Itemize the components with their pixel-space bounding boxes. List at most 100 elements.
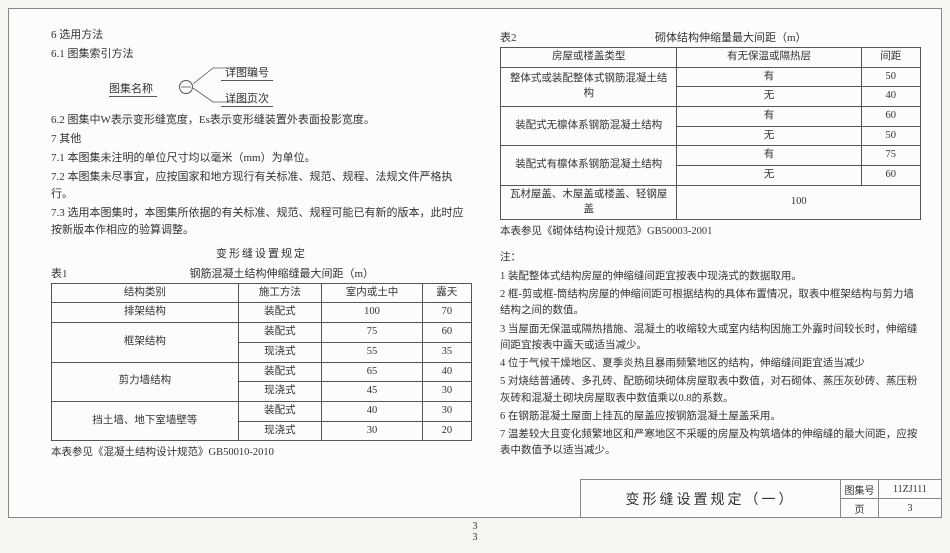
paragraph-7-3: 7.3 选用本图集时，本图集所依据的有关标准、规范、规程可能已有新的版本，此时应…: [51, 205, 472, 239]
table-cell: 装配式: [238, 362, 322, 382]
table2-caption: 砌体结构伸缩量最大间距（m）: [541, 29, 922, 45]
table-cell: 45: [322, 382, 423, 402]
drawing-reference-diagram: 图集名称 详图编号 详图页次: [91, 66, 311, 104]
table-cell: 75: [861, 146, 920, 166]
table2-header-row: 房屋或楼盖类型 有无保温或隔热层 间距: [501, 48, 921, 68]
table-cell: 50: [861, 126, 920, 146]
table-cell: 有: [677, 107, 861, 127]
table-row: 整体式或装配整体式钢筋混凝土结构有50: [501, 67, 921, 87]
table1-h0: 结构类别: [52, 283, 239, 303]
table-cell: 40: [422, 362, 471, 382]
title-block: 变形缝设置规定（一） 图集号 11ZJ111 页 3: [580, 479, 941, 517]
note-item: 1 装配整体式结构房屋的伸缩缝间距宜按表中现浇式的数据取用。: [500, 269, 921, 285]
table2-label: 表2: [500, 29, 517, 45]
table-cell: 装配式: [238, 401, 322, 421]
ref-label-number: 详图编号: [221, 64, 273, 81]
ref-label-page: 详图页次: [221, 90, 273, 107]
table-cell: 无: [677, 126, 861, 146]
table-cell: 50: [861, 67, 920, 87]
table-row: 框架结构装配式7560: [52, 323, 472, 343]
table-cell: 无: [677, 166, 861, 186]
table-cell: 60: [422, 323, 471, 343]
ref-circle-icon: [179, 80, 193, 94]
note-item: 5 对烧结普通砖、多孔砖、配筋砌块砌体房屋取表中数值，对石砌体、蒸压灰砂砖、蒸压…: [500, 374, 921, 407]
set-label: 图集号: [841, 480, 879, 498]
table-cell: 有: [677, 67, 861, 87]
table2-h1: 有无保温或隔热层: [677, 48, 861, 68]
paragraph-7-1: 7.1 本图集未注明的单位尺寸均以毫米（mm）为单位。: [51, 150, 472, 167]
set-value: 11ZJ111: [879, 480, 941, 498]
heading-6-1: 6.1 图集索引方法: [51, 46, 472, 63]
note-item: 3 当屋面无保温或隔热措施、混凝土的收缩较大或室内结构因施工外露时间较长时，伸缩…: [500, 322, 921, 355]
table-cell: 60: [861, 166, 920, 186]
notes-block: 注： 1 装配整体式结构房屋的伸缩缝间距宜按表中现浇式的数据取用。 2 框-剪或框…: [500, 250, 921, 459]
paragraph-6-2: 6.2 图集中W表示变形缝宽度，Es表示变形缝装置外表面投影宽度。: [51, 112, 472, 129]
page-number-footer: 3 3: [473, 521, 478, 543]
table-cell: 30: [322, 421, 423, 441]
note-item: 7 温差较大且变化频繁地区和严寒地区不采暖的房屋及构筑墙体的伸缩缝的最大间距，应…: [500, 427, 921, 460]
table-cell: 现浇式: [238, 421, 322, 441]
table1-footnote: 本表参见《混凝土结构设计规范》GB50010-2010: [51, 445, 472, 461]
note-item: 2 框-剪或框-筒结构房屋的伸缩间距可根据结构的具体布置情况，取表中框架结构与剪…: [500, 287, 921, 320]
heading-7: 7 其他: [51, 131, 472, 148]
table-cell: 40: [861, 87, 920, 107]
title-meta: 图集号 11ZJ111 页 3: [841, 480, 941, 517]
note-item: 4 位于气候干燥地区、夏季炎热且暴雨频繁地区的结构，伸缩缝间距宜适当减少: [500, 356, 921, 372]
table2-label-row: 表2 砌体结构伸缩量最大间距（m）: [500, 29, 921, 45]
table-cell: 有: [677, 146, 861, 166]
page-frame: 6 选用方法 6.1 图集索引方法 图集名称 详图编号 详图页次 6.2 图集中…: [8, 8, 942, 518]
table-cell-category: 整体式或装配整体式钢筋混凝土结构: [501, 67, 677, 106]
table-row: 装配式有檩体系钢筋混凝土结构有75: [501, 146, 921, 166]
table-cell: 55: [322, 342, 423, 362]
table1-caption: 钢筋混凝土结构伸缩缝最大间距（m）: [92, 265, 473, 281]
table2-h0: 房屋或楼盖类型: [501, 48, 677, 68]
table-cell-category: 瓦材屋盖、木屋盖或楼盖、轻钢屋盖: [501, 185, 677, 219]
table-cell: 装配式: [238, 303, 322, 323]
table1-h3: 露天: [422, 283, 471, 303]
right-column: 表2 砌体结构伸缩量最大间距（m） 房屋或楼盖类型 有无保温或隔热层 间距 整体…: [500, 25, 921, 509]
sheet-title: 变形缝设置规定（一）: [581, 480, 841, 517]
page-label: 页: [841, 499, 879, 517]
table1: 结构类别 施工方法 室内或土中 露天 排架结构装配式10070框架结构装配式75…: [51, 283, 472, 442]
table-cell-category: 装配式有檩体系钢筋混凝土结构: [501, 146, 677, 185]
table-cell: 装配式: [238, 323, 322, 343]
note-item: 6 在钢筋混凝土屋面上挂瓦的屋盖应按钢筋混凝土屋盖采用。: [500, 409, 921, 425]
ref-label-name: 图集名称: [109, 80, 157, 97]
table-cell-category: 挡土墙、地下室墙壁等: [52, 401, 239, 440]
table-row: 挡土墙、地下室墙壁等装配式4030: [52, 401, 472, 421]
table-cell: 40: [322, 401, 423, 421]
page-value: 3: [879, 499, 941, 517]
table-cell: 20: [422, 421, 471, 441]
table-cell: 100: [322, 303, 423, 323]
table-row: 瓦材屋盖、木屋盖或楼盖、轻钢屋盖100: [501, 185, 921, 219]
table-cell: 60: [861, 107, 920, 127]
table-cell-category: 剪力墙结构: [52, 362, 239, 401]
table-cell: 现浇式: [238, 342, 322, 362]
regulation-title: 变形缝设置规定: [51, 245, 472, 261]
table-cell: 30: [422, 382, 471, 402]
table1-label: 表1: [51, 265, 68, 281]
table-row: 排架结构装配式10070: [52, 303, 472, 323]
table-cell: 100: [677, 185, 921, 219]
table-cell: 75: [322, 323, 423, 343]
table1-h2: 室内或土中: [322, 283, 423, 303]
table1-h1: 施工方法: [238, 283, 322, 303]
left-column: 6 选用方法 6.1 图集索引方法 图集名称 详图编号 详图页次 6.2 图集中…: [51, 25, 472, 509]
table-cell: 65: [322, 362, 423, 382]
table-cell: 35: [422, 342, 471, 362]
table-cell: 无: [677, 87, 861, 107]
table2-footnote: 本表参见《砌体结构设计规范》GB50003-2001: [500, 224, 921, 240]
table-cell: 30: [422, 401, 471, 421]
table1-header-row: 结构类别 施工方法 室内或土中 露天: [52, 283, 472, 303]
heading-6: 6 选用方法: [51, 27, 472, 44]
table2-h2: 间距: [861, 48, 920, 68]
paragraph-7-2: 7.2 本图集未尽事宜，应按国家和地方现行有关标准、规范、规程、法规文件严格执行…: [51, 169, 472, 203]
table-row: 装配式无檩体系钢筋混凝土结构有60: [501, 107, 921, 127]
table-cell-category: 排架结构: [52, 303, 239, 323]
table-cell-category: 装配式无檩体系钢筋混凝土结构: [501, 107, 677, 146]
notes-label: 注：: [500, 250, 921, 266]
table-cell: 70: [422, 303, 471, 323]
table-cell-category: 框架结构: [52, 323, 239, 362]
table2: 房屋或楼盖类型 有无保温或隔热层 间距 整体式或装配整体式钢筋混凝土结构有50无…: [500, 47, 921, 220]
table1-label-row: 表1 钢筋混凝土结构伸缩缝最大间距（m）: [51, 265, 472, 281]
